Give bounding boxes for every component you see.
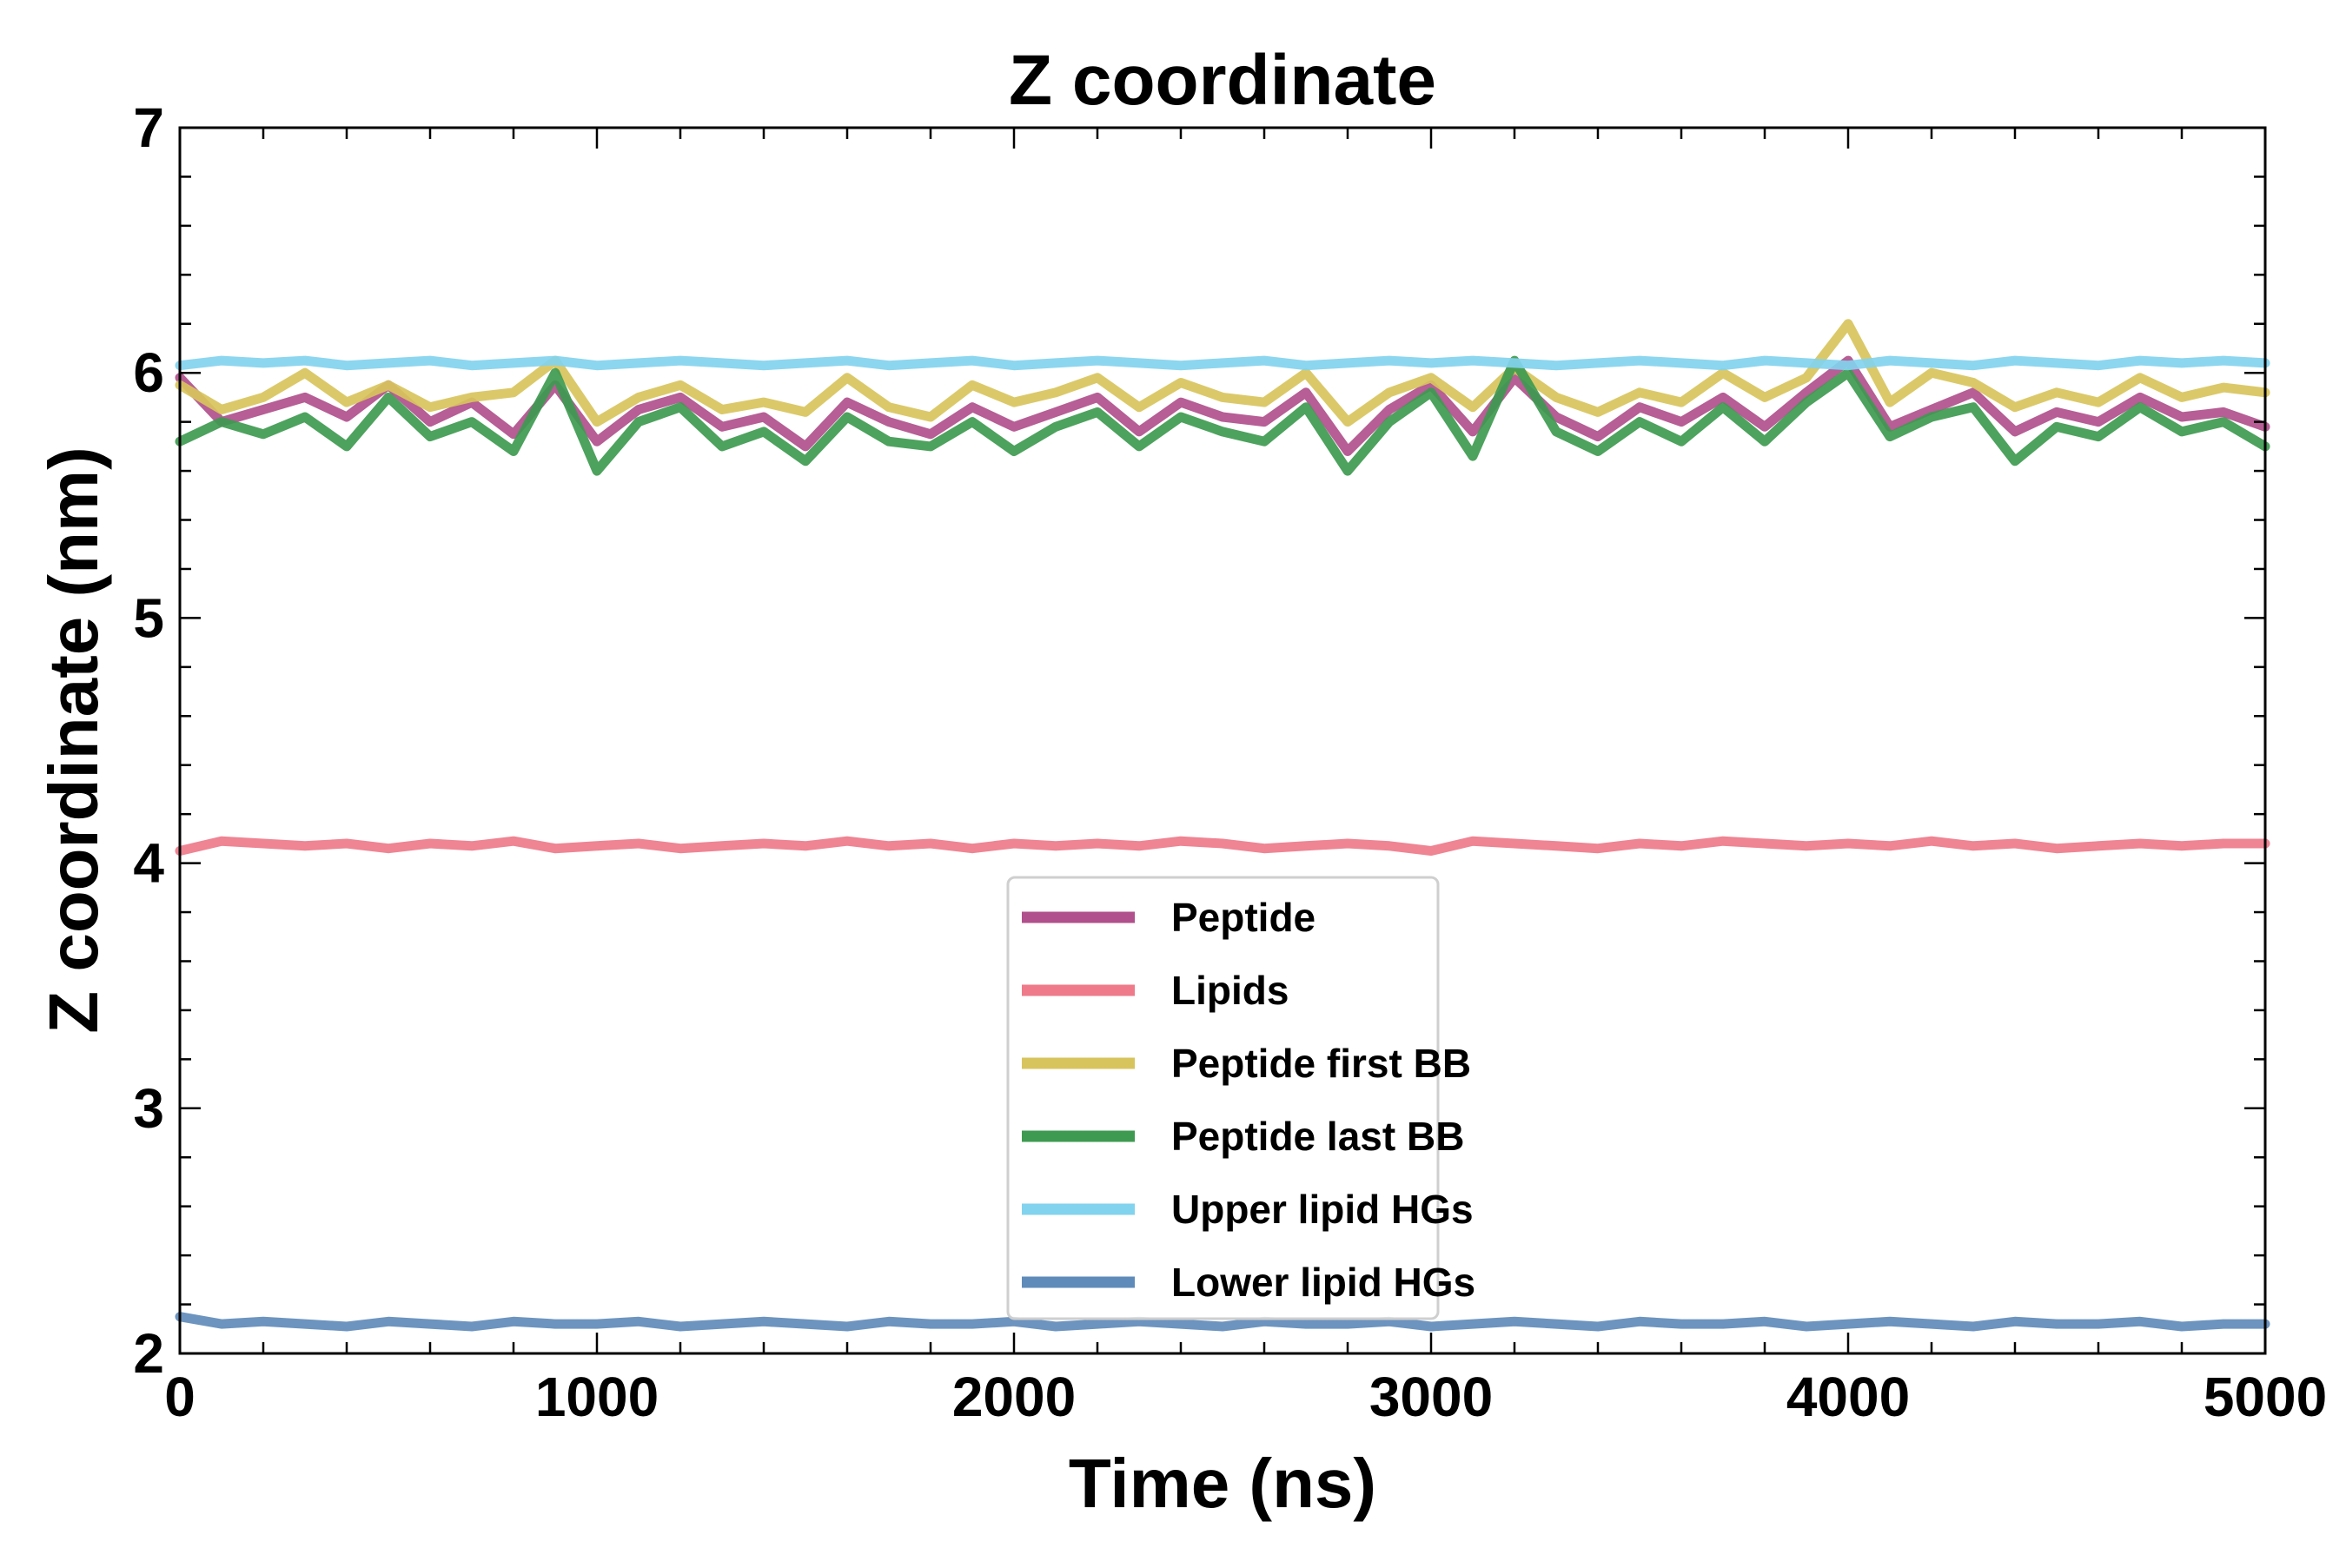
legend-label-5: Lower lipid HGs: [1171, 1260, 1475, 1305]
legend-label-1: Lipids: [1171, 968, 1289, 1013]
legend-box: [1006, 876, 1440, 1320]
y-axis-label: Z coordinate (nm): [35, 447, 112, 1034]
axes-frame: [178, 126, 2267, 1355]
legend-label-2: Peptide first BB: [1171, 1041, 1471, 1086]
x-tick-label: 5000: [2204, 1366, 2327, 1428]
y-tick-label: 3: [133, 1077, 164, 1140]
series-line-1: [175, 836, 2270, 856]
x-axis-label: Time (ns): [1069, 1445, 1376, 1522]
y-tick-label: 2: [133, 1322, 164, 1385]
x-tick-label: 4000: [1786, 1366, 1910, 1428]
y-tick-label: 6: [133, 341, 164, 404]
y-tick-label: 5: [133, 586, 164, 649]
x-tick-label: 0: [164, 1366, 196, 1428]
legend-label-3: Peptide last BB: [1171, 1114, 1464, 1159]
series-line-4: [175, 355, 2270, 371]
series-line-3: [175, 355, 2270, 476]
x-tick-label: 2000: [952, 1366, 1076, 1428]
legend: Peptide Lipids Peptide first BB Peptide las…: [1006, 876, 1475, 1320]
plot-area: 0 1000 2000 3000 4000 5000 2 3 4 5 6 7: [133, 96, 2327, 1428]
x-tick-label: 1000: [535, 1366, 659, 1428]
legend-label-0: Peptide: [1171, 895, 1315, 940]
x-tick-label: 3000: [1369, 1366, 1493, 1428]
legend-label-4: Upper lipid HGs: [1171, 1187, 1474, 1232]
y-tick-label: 4: [133, 832, 164, 895]
y-tick-label: 7: [133, 96, 164, 159]
series-line-2: [175, 319, 2270, 427]
series-line-5: [175, 1312, 2270, 1332]
chart-title: Z coordinate: [1009, 41, 1436, 120]
